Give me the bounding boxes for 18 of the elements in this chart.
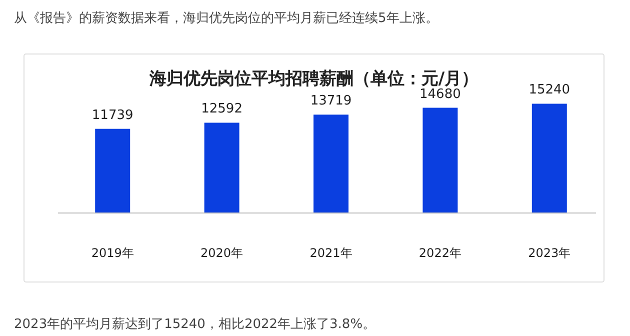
bar xyxy=(314,114,348,213)
text: 从《报告》的薪资数据来看，海归优先岗位的平均月薪已经连续5年上涨。 xyxy=(14,11,438,26)
x-tick-label: 2021年 xyxy=(310,246,352,260)
bar xyxy=(95,128,130,213)
x-tick-label: 2022年 xyxy=(418,246,462,260)
data-label: 12592 xyxy=(201,102,242,117)
data-label: 11739 xyxy=(92,108,134,123)
text: 2023年的平均月薪达到了15240，相比2022年上涨了3.8%。 xyxy=(14,317,376,332)
x-tick-label: 2023年 xyxy=(528,246,571,260)
x-tick-label: 2019年 xyxy=(91,246,134,260)
x-tick-label: 2020年 xyxy=(200,246,244,260)
data-label: 13719 xyxy=(310,94,352,109)
data-label: 15240 xyxy=(528,82,570,98)
chart-title: 海归优先岗位平均招聘薪酬（单位：元/月） xyxy=(148,69,479,89)
bar xyxy=(532,104,567,213)
bar xyxy=(422,108,458,213)
data-label: 14680 xyxy=(420,86,461,102)
bar xyxy=(204,122,240,213)
